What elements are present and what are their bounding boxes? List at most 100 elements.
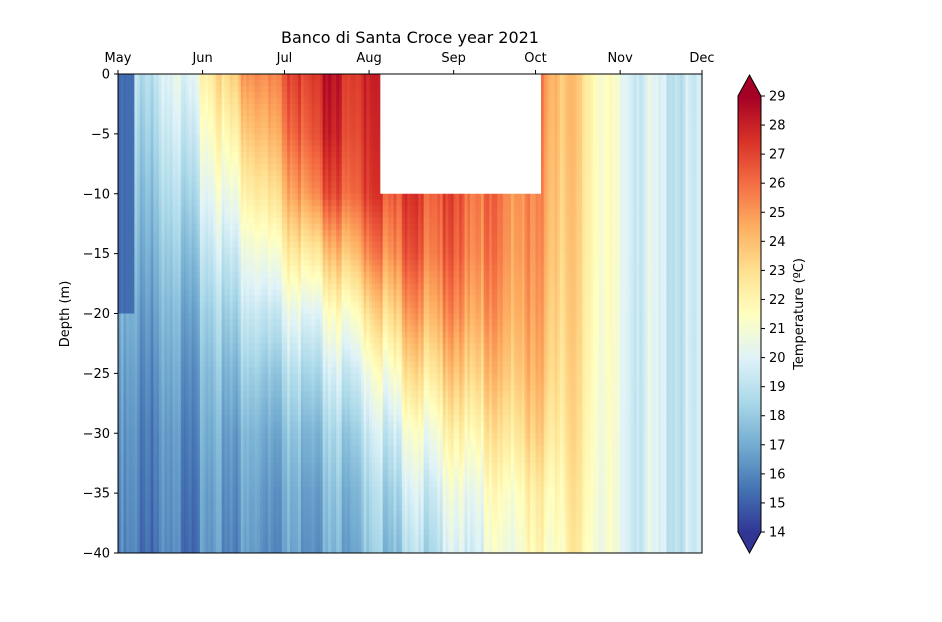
heatmap-cell [279,157,283,165]
heatmap-cell [199,301,203,308]
heatmap-cell [265,319,269,326]
heatmap-cell [134,511,138,518]
heatmap-cell [188,493,193,500]
heatmap-cell [123,277,127,284]
heatmap-cell [224,361,228,368]
heatmap-cell [224,457,228,464]
heatmap-cell [265,529,269,536]
heatmap-cell [235,391,239,398]
heatmap-cell [197,103,201,111]
heatmap-cell [183,91,187,99]
heatmap-cell [202,481,206,488]
heatmap-cell [262,103,266,111]
heatmap-cell [243,193,247,201]
heatmap-cell [164,547,168,553]
heatmap-cell [218,481,223,488]
heatmap-cell [248,74,253,81]
heatmap-cell [224,217,228,225]
heatmap-cell [191,151,195,159]
heatmap-cell [120,121,124,129]
heatmap-cell [235,439,239,446]
heatmap-cell [265,475,269,482]
heatmap-cell [259,223,263,231]
heatmap-cell [259,133,263,141]
heatmap-cell [150,307,154,314]
heatmap-cell [218,355,223,362]
heatmap-cell [169,151,173,159]
heatmap-cell [180,265,184,272]
heatmap-cell [218,259,223,266]
heatmap-cell [227,523,231,530]
heatmap-cell [169,289,173,296]
heatmap-cell [205,247,209,254]
heatmap-cell [186,433,190,440]
heatmap-cell [251,361,255,368]
heatmap-cell [284,151,288,159]
heatmap-cell [224,325,228,332]
heatmap-cell [254,457,258,464]
heatmap-cell [186,85,190,93]
heatmap-cell [191,541,195,548]
heatmap-cell [268,217,272,225]
heatmap-cell [259,379,263,386]
heatmap-cell [246,373,250,380]
heatmap-cell [232,74,236,81]
heatmap-cell [281,235,285,242]
heatmap-cell [194,439,198,446]
heatmap-cell [188,97,193,105]
heatmap-cell [259,331,263,338]
heatmap-cell [273,409,277,416]
heatmap-cell [148,451,152,458]
heatmap-cell [208,349,212,356]
heatmap-cell [229,211,233,219]
heatmap-cell [276,211,280,219]
heatmap-cell [240,145,244,153]
heatmap-cell [188,121,193,129]
heatmap-cell [224,307,228,314]
heatmap-cell [246,109,250,117]
heatmap-cell [213,79,217,87]
heatmap-cell [148,343,152,350]
heatmap-cell [254,145,258,153]
heatmap-cell [205,529,209,536]
heatmap-cell [251,301,255,308]
heatmap-cell [172,463,176,470]
heatmap-cell [202,133,206,141]
heatmap-cell [221,313,225,320]
heatmap-cell [131,319,135,326]
heatmap-cell [199,97,203,105]
heatmap-cell [284,499,288,506]
heatmap-cell [259,367,263,374]
heatmap-cell [218,493,223,500]
heatmap-cell [273,121,277,129]
heatmap-cell [153,463,157,470]
heatmap-cell [128,367,132,374]
chart-title: Banco di Santa Croce year 2021 [281,28,539,47]
heatmap-cell [276,331,280,338]
heatmap-cell [229,421,233,428]
heatmap-cell [191,367,195,374]
heatmap-cell [270,229,274,237]
heatmap-cell [265,235,269,242]
heatmap-cell [259,463,263,470]
heatmap-cell [227,313,231,320]
heatmap-cell [142,421,146,428]
heatmap-cell [183,175,187,183]
heatmap-cell [158,397,163,404]
heatmap-cell [251,451,255,458]
heatmap-cell [128,187,132,195]
heatmap-cell [139,397,143,404]
heatmap-cell [205,397,209,404]
heatmap-cell [224,541,228,548]
heatmap-cell [202,103,206,111]
heatmap-cell [123,253,127,260]
heatmap-cell [268,271,272,278]
heatmap-cell [213,385,217,392]
heatmap-cell [229,529,233,536]
heatmap-cell [153,409,157,416]
heatmap-cell [235,541,239,548]
heatmap-cell [126,433,130,440]
heatmap-cell [210,277,214,284]
heatmap-cell [161,91,165,99]
heatmap-cell [161,259,165,266]
